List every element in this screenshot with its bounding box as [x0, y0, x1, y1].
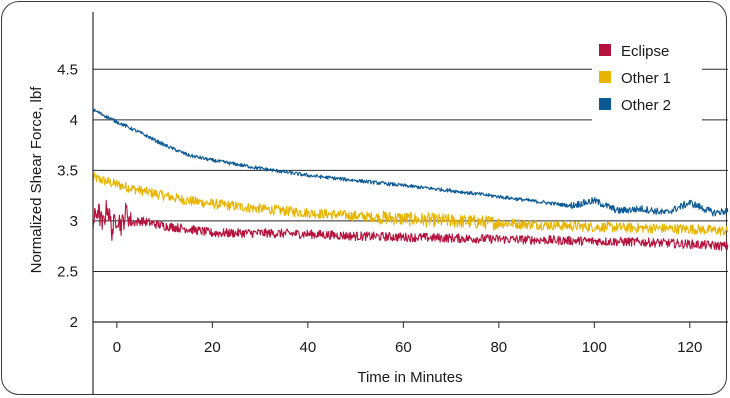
y-tick-label: 3.5 [57, 162, 78, 179]
x-tick-label: 120 [677, 339, 702, 356]
x-tick-label: 20 [204, 339, 221, 356]
axes [92, 12, 728, 395]
series-line-eclipse [92, 199, 729, 251]
x-axis-label: Time in Minutes [357, 369, 462, 386]
y-tick-label: 3 [70, 213, 78, 230]
legend: Eclipse Other 1 Other 2 [592, 33, 702, 128]
y-tick-label: 2.5 [57, 263, 78, 280]
legend-label: Other 2 [621, 97, 671, 114]
legend-swatch [599, 98, 611, 110]
y-tick-labels: 2 2.5 3 3.5 4 4.5 [57, 61, 78, 331]
x-tick-label: 40 [300, 339, 317, 356]
y-tick-label: 4 [70, 112, 78, 129]
x-tick-label: 0 [113, 339, 121, 356]
x-tick-labels: 0 20 40 60 80 100 120 [113, 322, 702, 356]
legend-label: Eclipse [621, 43, 669, 60]
y-tick-label: 2 [70, 314, 78, 331]
y-axis-label: Normalized Shear Force, lbf [28, 86, 45, 274]
legend-swatch [599, 71, 611, 83]
series-line-other-1 [92, 172, 729, 236]
series-lines [92, 108, 729, 251]
legend-swatch [599, 44, 611, 56]
x-tick-label: 80 [490, 339, 507, 356]
legend-label: Other 1 [621, 70, 671, 87]
series-line-other-2 [92, 108, 729, 217]
x-tick-label: 100 [582, 339, 607, 356]
x-tick-label: 60 [395, 339, 412, 356]
y-tick-label: 4.5 [57, 61, 78, 78]
